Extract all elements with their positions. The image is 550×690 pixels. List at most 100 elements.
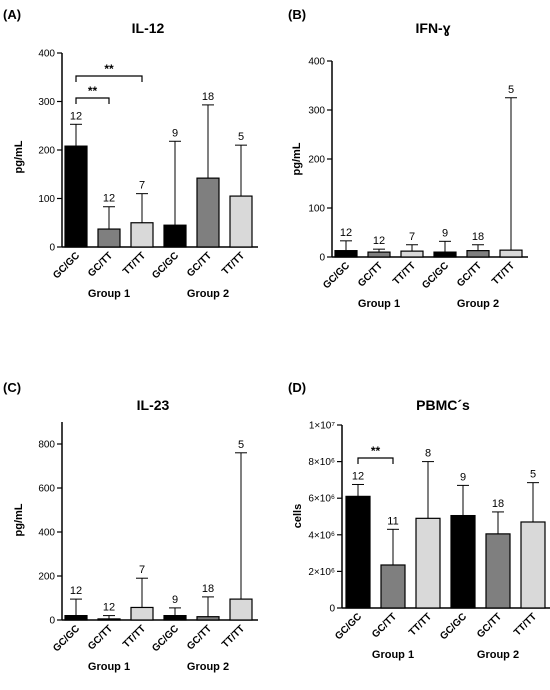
n-label: 5 — [238, 439, 244, 451]
group-label: Group 2 — [477, 649, 519, 661]
bar — [380, 564, 406, 609]
bar — [367, 251, 391, 258]
x-tick-label: TT/TT — [407, 611, 434, 638]
chart-title: IFN-ɣ — [416, 20, 451, 36]
group-label: Group 2 — [457, 298, 499, 310]
x-tick-label: TT/TT — [121, 250, 148, 277]
x-tick-label: TT/TT — [220, 250, 247, 277]
y-axis-label: pg/mL — [291, 142, 303, 175]
panel-label: (D) — [288, 380, 306, 395]
x-tick-label: GC/GC — [150, 250, 181, 281]
n-label: 7 — [139, 564, 145, 576]
group-label: Group 2 — [187, 288, 229, 300]
y-axis-label: pg/mL — [13, 503, 25, 536]
bar — [64, 145, 88, 248]
y-tick-label: 400 — [38, 528, 55, 539]
bar — [130, 606, 154, 621]
y-tick-label: 4×10⁶ — [308, 530, 335, 541]
n-label: 7 — [139, 180, 145, 192]
n-label: 12 — [70, 585, 82, 597]
bar — [415, 517, 441, 609]
bar — [229, 195, 253, 248]
y-tick-label: 100 — [308, 204, 325, 215]
x-tick-label: GC/GC — [438, 611, 469, 642]
group-label: Group 1 — [358, 298, 400, 310]
y-tick-label: 0 — [319, 253, 325, 264]
x-tick-label: GC/TT — [475, 611, 504, 640]
y-axis-label: cells — [292, 504, 304, 528]
x-tick-label: TT/TT — [490, 260, 517, 287]
x-tick-label: GC/TT — [370, 611, 399, 640]
significance-bracket — [75, 97, 110, 104]
x-tick-label: GC/GC — [51, 623, 82, 654]
y-tick-label: 2×10⁶ — [308, 567, 335, 578]
x-tick-label: GC/GC — [321, 260, 352, 291]
y-tick-label: 100 — [38, 194, 55, 205]
panel-3: (C) IL-23 pg/mL 0 200 400 600 800 12 GC/GC 12 GC/TT… — [3, 380, 258, 673]
group-label: Group 1 — [88, 288, 130, 300]
n-label: 12 — [70, 110, 82, 122]
panel-4: (D) PBMC´s cells 0 2×10⁶ 4×10⁶ 6×10⁶ 8×10⁶ 1×10⁷… — [288, 380, 550, 661]
x-tick-label: GC/TT — [455, 260, 484, 289]
n-label: 9 — [172, 127, 178, 139]
y-tick-label: 400 — [308, 57, 325, 68]
y-tick-label: 600 — [38, 484, 55, 495]
x-tick-label: GC/GC — [51, 250, 82, 281]
panel-label: (C) — [3, 380, 21, 395]
n-label: 5 — [238, 131, 244, 143]
chart-title: IL-12 — [132, 20, 165, 36]
n-label: 12 — [103, 602, 115, 614]
y-tick-label: 1×10⁷ — [309, 421, 336, 432]
n-label: 9 — [442, 227, 448, 239]
y-tick-label: 800 — [38, 440, 55, 451]
n-label: 18 — [492, 498, 504, 510]
y-tick-label: 0 — [49, 243, 55, 254]
y-tick-label: 300 — [308, 106, 325, 117]
n-label: 5 — [508, 84, 514, 96]
significance-label: ** — [104, 62, 114, 76]
group-label: Group 1 — [372, 649, 414, 661]
bar — [196, 616, 220, 621]
x-tick-label: GC/GC — [150, 623, 181, 654]
x-tick-label: GC/TT — [86, 250, 115, 279]
y-axis-label: pg/mL — [13, 140, 25, 173]
x-tick-label: GC/TT — [185, 250, 214, 279]
bar — [345, 495, 371, 609]
significance-bracket — [75, 75, 143, 82]
n-label: 18 — [472, 231, 484, 243]
bar — [97, 618, 121, 621]
bar — [163, 224, 187, 248]
x-tick-label: TT/TT — [121, 623, 148, 650]
bar — [64, 614, 88, 621]
chart-title: PBMC´s — [416, 397, 470, 413]
bar — [485, 533, 511, 609]
bar — [229, 598, 253, 621]
bar — [466, 250, 490, 258]
n-label: 8 — [425, 448, 431, 460]
bar — [433, 251, 457, 258]
bar — [334, 250, 358, 258]
x-tick-label: GC/GC — [420, 260, 451, 291]
n-label: 9 — [172, 594, 178, 606]
bar — [499, 249, 523, 258]
y-tick-label: 200 — [308, 155, 325, 166]
x-tick-label: GC/TT — [356, 260, 385, 289]
n-label: 12 — [373, 235, 385, 247]
panel-2: (B) IFN-ɣ pg/mL 0 100 200 300 400 12 GC/GC 12 GC/TT… — [288, 7, 528, 310]
x-tick-label: GC/TT — [185, 623, 214, 652]
y-tick-label: 0 — [49, 616, 55, 627]
bar — [163, 614, 187, 621]
n-label: 12 — [352, 470, 364, 482]
y-tick-label: 300 — [38, 97, 55, 108]
y-tick-label: 6×10⁶ — [308, 494, 335, 505]
x-tick-label: GC/TT — [86, 623, 115, 652]
bar — [450, 514, 476, 609]
significance-bracket — [357, 457, 394, 464]
bar — [400, 250, 424, 258]
n-label: 7 — [409, 231, 415, 243]
panel-label: (A) — [3, 7, 21, 22]
n-label: 11 — [387, 515, 398, 527]
significance-label: ** — [371, 444, 381, 458]
group-label: Group 1 — [88, 661, 130, 673]
